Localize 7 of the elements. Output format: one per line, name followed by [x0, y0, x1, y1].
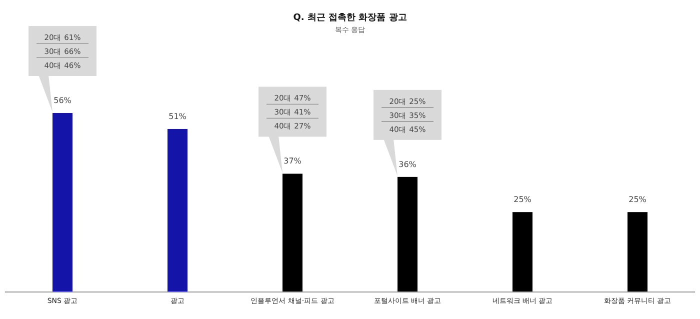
data-label: 36%: [398, 160, 417, 169]
data-label: 51%: [168, 112, 187, 121]
data-label: 25%: [628, 195, 647, 204]
data-label: 37%: [284, 156, 302, 166]
chart-title: Q. 최근 접촉한 화장품 광고: [293, 13, 407, 23]
data-label: 56%: [54, 96, 72, 105]
data-label: 25%: [514, 195, 532, 204]
